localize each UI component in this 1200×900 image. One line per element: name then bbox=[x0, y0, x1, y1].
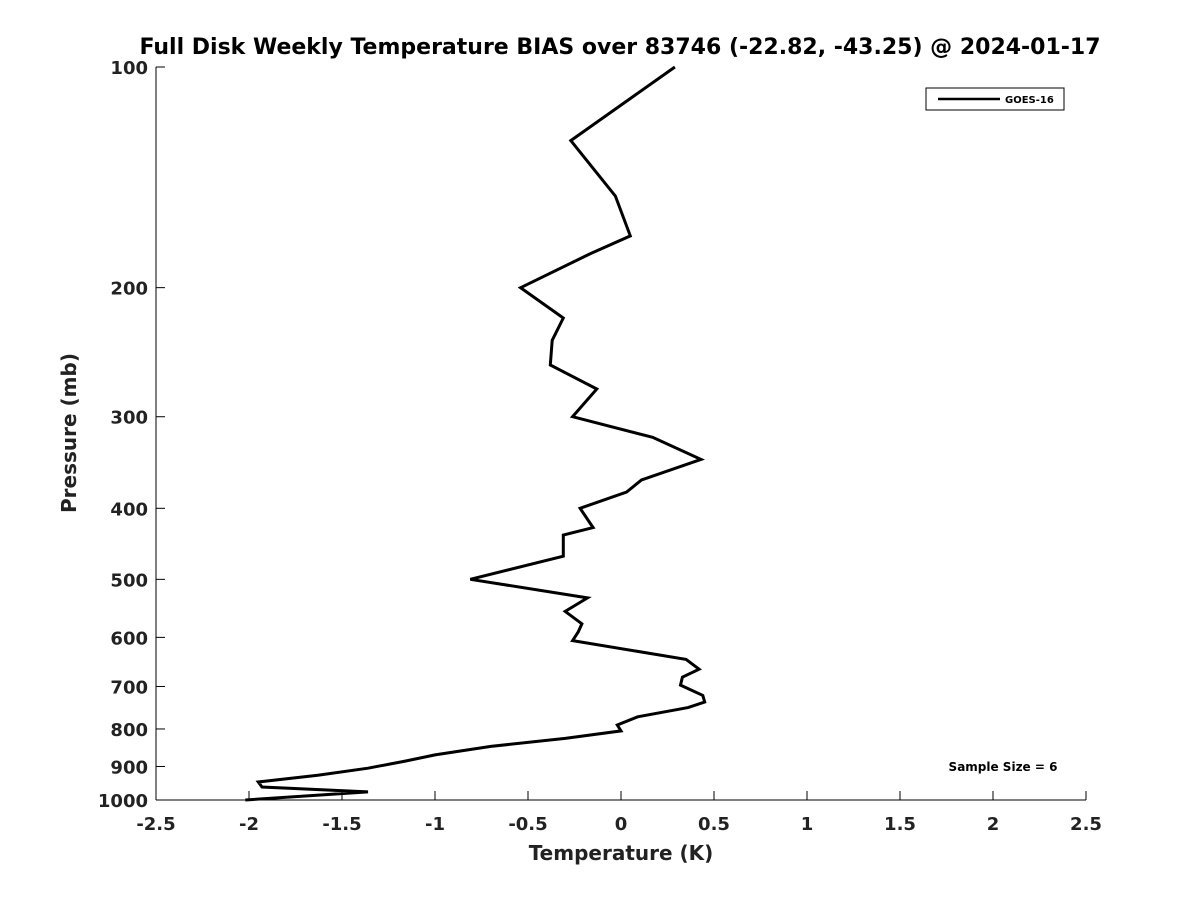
x-tick-label-8: 1.5 bbox=[884, 814, 916, 835]
x-tick-label-3: -1 bbox=[425, 814, 445, 835]
x-tick-label-4: -0.5 bbox=[508, 814, 547, 835]
x-tick-label-1: -2 bbox=[239, 814, 259, 835]
x-axis-label: Temperature (K) bbox=[529, 841, 714, 865]
y-tick-label-6: 700 bbox=[110, 677, 148, 698]
x-tick-label-6: 0.5 bbox=[698, 814, 730, 835]
sample-size-annotation: Sample Size = 6 bbox=[949, 760, 1058, 774]
y-tick-label-0: 100 bbox=[110, 58, 148, 79]
legend: GOES-16 bbox=[925, 87, 1065, 111]
y-tick-label-7: 800 bbox=[110, 720, 148, 741]
y-tick-label-5: 600 bbox=[110, 628, 148, 649]
x-tick-label-7: 1 bbox=[801, 814, 814, 835]
x-tick-label-10: 2.5 bbox=[1070, 814, 1102, 835]
y-tick-label-2: 300 bbox=[110, 408, 148, 429]
y-tick-label-1: 200 bbox=[110, 279, 148, 300]
y-axis-label: Pressure (mb) bbox=[57, 353, 81, 513]
x-tick-label-9: 2 bbox=[987, 814, 1000, 835]
legend-entry-goes16: GOES-16 bbox=[1005, 95, 1054, 106]
x-tick-label-0: -2.5 bbox=[136, 814, 175, 835]
y-tick-label-3: 400 bbox=[110, 499, 148, 520]
x-tick-label-5: 0 bbox=[615, 814, 628, 835]
plot-area: -2.5 -2 -1.5 -1 -0.5 0 0.5 1 1.5 2 2.5 100 200 300 400… bbox=[98, 58, 1102, 835]
y-tick-label-8: 900 bbox=[110, 757, 148, 778]
y-tick-label-9: 1000 bbox=[98, 791, 148, 812]
x-tick-label-2: -1.5 bbox=[322, 814, 361, 835]
series-line-0 bbox=[245, 65, 707, 802]
chart-title: Full Disk Weekly Temperature BIAS over 8… bbox=[139, 35, 1100, 60]
y-tick-label-4: 500 bbox=[110, 570, 148, 591]
